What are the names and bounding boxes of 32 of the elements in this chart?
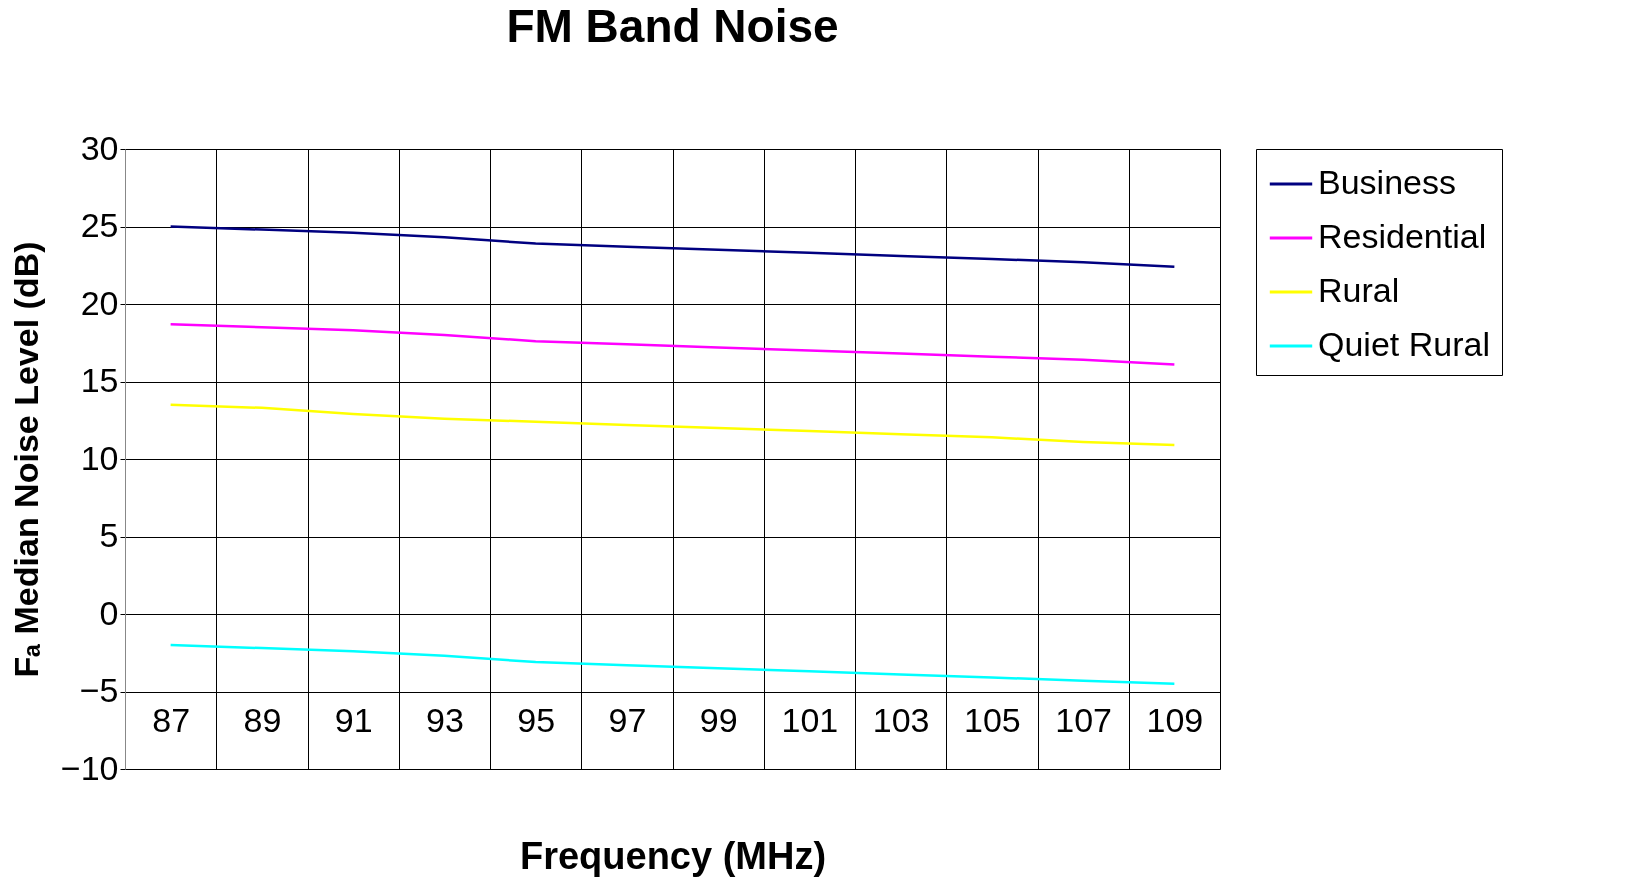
x-tick-label: 101 xyxy=(781,700,839,739)
y-tick-label: −5 xyxy=(79,671,119,709)
y-tick-label: 30 xyxy=(80,128,119,167)
x-tick-label: 91 xyxy=(334,700,373,739)
x-tick-label: 89 xyxy=(243,700,282,739)
x-tick-label: 99 xyxy=(699,700,738,739)
line-series xyxy=(169,225,1176,269)
line-series xyxy=(169,322,1176,366)
y-tick-label: 25 xyxy=(80,206,119,244)
y-tick-label: −10 xyxy=(60,748,119,787)
legend-label: Rural xyxy=(1318,271,1400,309)
line-series xyxy=(169,643,1176,685)
x-tick-label: 87 xyxy=(152,700,191,739)
line-series xyxy=(169,403,1176,447)
y-tick-label: 20 xyxy=(80,283,119,322)
legend-label: Business xyxy=(1318,163,1456,201)
y-tick-label: 10 xyxy=(80,438,119,477)
x-tick-label: 93 xyxy=(425,700,464,739)
x-axis-title: Frequency (MHz) xyxy=(519,834,827,877)
x-tick-label: 95 xyxy=(517,700,556,739)
chart-title: FM Band Noise xyxy=(506,0,839,52)
y-tick-label: 15 xyxy=(80,361,119,399)
legend-label: Quiet Rural xyxy=(1318,325,1490,363)
legend-label: Residential xyxy=(1318,217,1487,255)
x-tick-label: 109 xyxy=(1146,700,1204,739)
x-tick-label: 107 xyxy=(1055,700,1112,739)
x-tick-label: 103 xyxy=(872,700,930,739)
x-tick-label: 105 xyxy=(964,700,1021,739)
y-axis-title: Fₐ Median Noise Level (dB) xyxy=(6,241,45,678)
x-tick-label: 97 xyxy=(608,700,647,739)
y-tick-label: 5 xyxy=(99,516,119,554)
y-tick-label: 0 xyxy=(99,593,119,632)
